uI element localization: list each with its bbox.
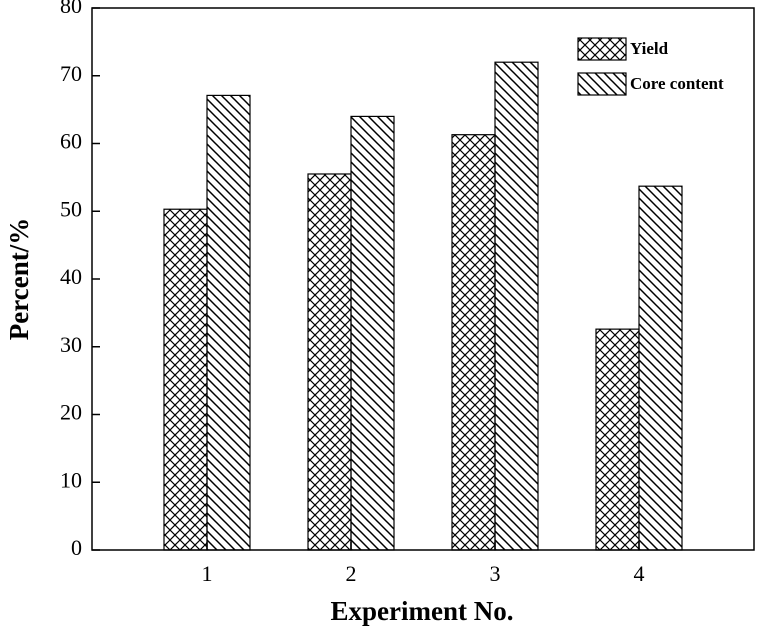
y-tick-label: 20 — [60, 400, 82, 425]
y-tick-label: 40 — [60, 264, 82, 289]
y-tick-label: 60 — [60, 129, 82, 154]
bar — [638, 185, 683, 551]
legend-label: Yield — [630, 39, 669, 58]
legend-label: Core content — [630, 74, 724, 93]
legend-swatch — [577, 37, 627, 61]
bar — [163, 208, 208, 551]
y-tick-label: 80 — [60, 0, 82, 18]
y-tick-label: 10 — [60, 467, 82, 492]
y-tick-label: 0 — [71, 535, 82, 560]
y-tick-label: 70 — [60, 61, 82, 86]
legend-swatch — [577, 72, 627, 96]
x-tick-label: 2 — [346, 561, 357, 586]
y-axis-label: Percent/% — [4, 218, 34, 340]
bar — [451, 134, 496, 551]
bar — [595, 328, 640, 551]
x-tick-label: 1 — [202, 561, 213, 586]
x-tick-label: 4 — [634, 561, 645, 586]
bar — [206, 94, 251, 551]
y-tick-label: 50 — [60, 196, 82, 221]
y-tick-label: 30 — [60, 332, 82, 357]
bar — [494, 61, 539, 551]
bar — [307, 173, 352, 551]
x-axis-label: Experiment No. — [331, 596, 514, 626]
x-tick-label: 3 — [490, 561, 501, 586]
bar — [350, 115, 395, 551]
